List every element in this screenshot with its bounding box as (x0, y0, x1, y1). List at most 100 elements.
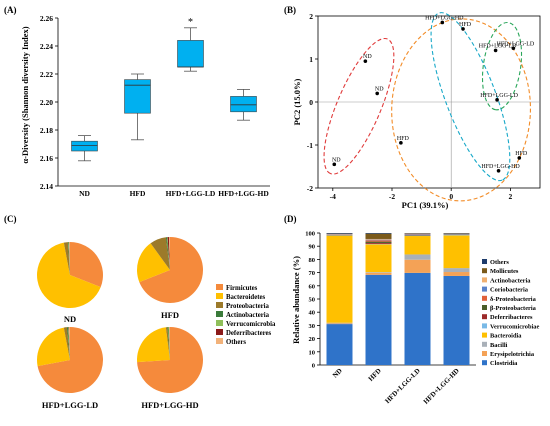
point-label: HFD (515, 151, 528, 157)
legend-entry: Others (226, 339, 246, 346)
legend-swatch (216, 320, 223, 326)
legend-entry: Deferribacteres (490, 314, 533, 321)
x-tick-label: ND (331, 367, 344, 380)
x-tick-label: HFD (367, 367, 383, 383)
pie-slice-proteobacteria (63, 242, 70, 275)
y-tick-label: 2.18 (40, 126, 53, 135)
bar-segment-erysipelotrichia (365, 272, 392, 275)
pie-slice-verrucomicrobia (168, 327, 170, 360)
legend-entry: Actinobacteria (226, 312, 270, 319)
pie-slice-bacteroidetes (37, 327, 70, 367)
pie-label: HFD+LGG-LD (42, 400, 98, 410)
legend-entry: Erysipelotrichia (490, 351, 535, 358)
x-tick-label: HFD+LGG-HD (218, 189, 269, 198)
legend-swatch (482, 314, 487, 320)
panel-b-ylabel: PC2 (15.0%) (292, 78, 302, 125)
panel-c-label: (C) (4, 214, 17, 224)
scatter-point (440, 20, 445, 25)
pie-slice-actinobacteria (66, 327, 70, 360)
legend-entry: Bacilli (490, 342, 508, 349)
legend-entry: Actinobacteria (490, 277, 531, 284)
pie-slice-verrucomicrobia (67, 327, 70, 360)
legend-swatch (482, 341, 487, 347)
pie-slice-proteobacteria (165, 327, 170, 360)
x-tick-label: -4 (330, 192, 336, 201)
bar-segment-bacilli (365, 272, 392, 273)
pie-slice-deferribacteres (68, 242, 70, 275)
y-tick-label: -1 (307, 141, 313, 150)
scatter-point (332, 162, 337, 167)
box-hfd-lgg-hd (230, 96, 257, 113)
y-tick-label: 1 (309, 55, 313, 64)
pie-slice-verrucomicrobia (166, 237, 170, 270)
y-tick-label: 30 (309, 323, 316, 330)
bar-segment-bacteroidia (365, 244, 392, 273)
bar-segment-bacilli (443, 268, 470, 273)
legend-entry: Others (490, 259, 509, 266)
bar-segment-coriobacteria (404, 234, 431, 235)
panel-b-label: (B) (284, 5, 296, 15)
panel-a: (A) α-Diversity (Shannon diversity Index… (4, 5, 270, 198)
point-label: ND (363, 54, 372, 60)
legend-entry: Verrucomicrobia (226, 321, 276, 328)
legend-swatch (216, 329, 223, 335)
box-hfd-lgg-ld (177, 40, 204, 68)
panel-d-ylabel: Relative abundance (%) (291, 256, 301, 344)
bar-segment-bacteroidia (443, 235, 470, 269)
bar-segment-clostridia (326, 324, 353, 365)
pie-slice-verrucomicrobia (68, 242, 70, 275)
panel-d-legend: Others Mollicutes Actinobacteria Coriobacte… (482, 259, 539, 367)
point-label: HFD+LGG-HD (481, 164, 520, 170)
panel-d-marks (326, 233, 470, 365)
pie-slice-others (168, 237, 170, 270)
legend-swatch (482, 351, 487, 356)
point-label: HFD (459, 22, 472, 28)
legend-entry: Coriobacteria (490, 287, 529, 294)
legend-swatch (216, 284, 223, 290)
legend-entry: Proteobacteria (226, 303, 270, 310)
box-nd (71, 140, 98, 152)
x-tick-label: 2 (509, 192, 513, 201)
panel-c-legend: Firmicutes Bacteroidetes Proteobacteria Act… (216, 284, 276, 346)
x-tick-label: -2 (389, 192, 395, 201)
y-tick-label: -2 (307, 184, 313, 193)
legend-swatch (482, 332, 487, 338)
legend-swatch (482, 259, 487, 264)
panel-a-marks: * (71, 17, 257, 162)
bar-segment-clostridia (404, 272, 431, 365)
x-tick-label: HFD (130, 189, 146, 198)
bar-segment-erysipelotrichia (404, 259, 431, 273)
y-tick-label: 100 (305, 231, 315, 238)
point-label: HFD+LGG-HD (425, 15, 464, 21)
panel-a-axes: 2.14 2.16 2.18 2.20 2.22 2.24 2.26 ND HFD HFD+LGG… (40, 14, 270, 198)
bar-segment-clostridia (443, 275, 470, 365)
legend-swatch (482, 323, 487, 329)
panel-a-label: (A) (4, 5, 17, 15)
bar-segment-others (365, 233, 392, 234)
pie-slice-proteobacteria (63, 327, 70, 360)
panel-b-marks: NDNDNDHFDHFDHFDHFD+LGG-HDHFD+LGG-HDHFD+L… (323, 12, 535, 202)
y-tick-label: 2.24 (40, 42, 53, 51)
pie-slice-bacteroidetes (137, 243, 170, 283)
pie-slice-deferribacteres (68, 327, 70, 360)
bar-segment-actinobacteria (365, 238, 392, 240)
point-label: ND (375, 86, 384, 92)
x-tick-label: HFD+LGG-HD (422, 367, 461, 406)
scatter-point (496, 169, 501, 173)
y-tick-label: 40 (309, 310, 316, 317)
legend-entry: Bacteroidetes (226, 294, 265, 301)
scatter-point (399, 141, 403, 145)
legend-entry: β-Proteobacteria (490, 305, 537, 312)
pie-slice-others (68, 327, 70, 360)
pie-slice-others (169, 327, 170, 360)
bar-segment-bacteroidia (326, 235, 353, 323)
legend-swatch (216, 338, 223, 344)
legend-swatch (482, 305, 487, 310)
legend-entry: Deferribacteres (226, 330, 272, 337)
panel-b-xlabel: PC1 (39.1%) (402, 200, 449, 210)
y-tick-label: 80 (309, 257, 316, 264)
bar-segment-erysipelotrichia (443, 272, 470, 276)
x-tick-label: HFD+LGG-LD (383, 367, 421, 405)
ellipse-hfd (391, 18, 531, 202)
